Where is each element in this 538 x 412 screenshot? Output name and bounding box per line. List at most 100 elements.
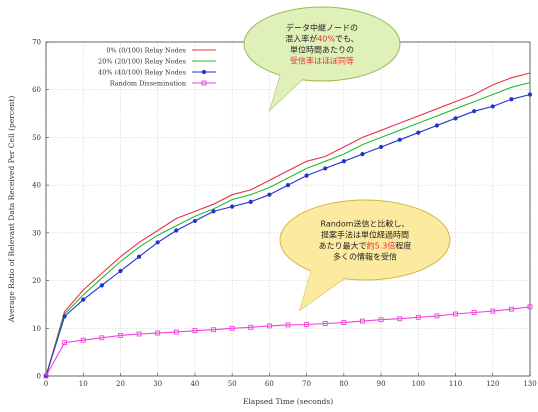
data-point: [508, 306, 514, 312]
data-point: [211, 209, 216, 214]
data-point: [527, 304, 533, 310]
data-point: [397, 137, 402, 142]
annotation-line: データ中継ノードの: [286, 23, 358, 33]
data-point: [285, 183, 291, 188]
series-3: [43, 92, 533, 379]
y-tick-label: 40: [32, 182, 41, 190]
data-point: [360, 318, 365, 324]
bubble-tail-fill: [270, 70, 305, 110]
x-tick-label: 130: [523, 380, 536, 388]
annotation-bubble-2: Random送信と比較し、提案手法は単位経過時間あたり最大で約5.3倍程度多くの…: [279, 199, 451, 312]
series-line: [45, 306, 531, 377]
annotation-line: 受信率はほぼ同等: [290, 56, 354, 66]
data-point: [99, 283, 104, 288]
bubble-body: [279, 199, 451, 281]
data-point: [192, 218, 198, 224]
data-point: [472, 109, 477, 114]
legend-swatch-marker: [201, 80, 207, 86]
data-point: [285, 322, 291, 328]
x-tick-label: 80: [339, 380, 348, 388]
bubble-tail-fill: [300, 268, 345, 310]
data-point: [490, 104, 495, 109]
annotation-segment: 提案手法は単位経過時間: [321, 230, 409, 240]
data-point: [155, 240, 160, 245]
data-point: [248, 199, 253, 204]
legend-swatch-marker: [201, 69, 207, 75]
annotation-segment: 40%: [317, 35, 335, 44]
data-point: [323, 166, 328, 171]
data-point: [229, 325, 235, 331]
x-tick-label: 20: [116, 380, 125, 388]
series-4: [43, 304, 533, 379]
data-point: [360, 152, 365, 157]
annotation-segment: 多くの情報を受信: [333, 252, 397, 262]
annotation-line: 提案手法は単位経過時間: [321, 230, 409, 240]
x-tick-label: 50: [228, 380, 237, 388]
series-line: [45, 72, 531, 377]
data-point: [304, 173, 309, 178]
data-point: [341, 320, 347, 326]
x-tick-label: 30: [153, 380, 162, 388]
annotation-segment: あたり最大で: [319, 241, 367, 251]
data-point: [155, 330, 161, 336]
data-point: [266, 323, 272, 329]
data-point: [230, 204, 235, 209]
annotation-line: あたり最大で約5.3倍程度: [319, 241, 412, 251]
annotation-segment: 約5.3倍: [367, 241, 396, 251]
data-point: [527, 92, 533, 97]
series-2: [45, 82, 531, 377]
y-axis-label: Average Ratio of Relevant Data Received …: [7, 96, 16, 324]
data-point: [211, 327, 216, 333]
data-point: [62, 340, 68, 346]
series-group: [43, 72, 533, 379]
x-tick-label: 100: [412, 380, 425, 388]
series-1: [45, 72, 531, 377]
legend: 0% (0/100) Relay Nodes 20% (20/100) Relay…: [98, 47, 216, 88]
data-point: [416, 130, 421, 135]
annotation-segment: でも、: [335, 35, 359, 44]
data-point: [62, 314, 67, 319]
legend-label: Random Dissemination: [110, 80, 186, 88]
data-point: [173, 329, 179, 335]
data-point: [490, 308, 496, 314]
annotation-segment: Random送信と比較し、: [320, 219, 409, 229]
data-point: [192, 328, 198, 334]
data-point: [378, 144, 384, 150]
data-point: [43, 373, 49, 379]
annotation-segment: 単位時間あたりの: [290, 45, 354, 55]
data-point: [136, 254, 142, 259]
data-point: [341, 159, 346, 164]
data-point: [397, 316, 403, 322]
annotation-segment: 程度: [395, 241, 411, 251]
data-point: [81, 297, 86, 302]
data-point: [434, 313, 440, 319]
data-point: [80, 337, 86, 343]
annotation-line: 単位時間あたりの: [290, 45, 354, 55]
data-point: [136, 331, 142, 337]
data-point: [118, 332, 123, 338]
annotation-segment: 混入率が: [285, 34, 317, 44]
y-tick-label: 10: [32, 325, 41, 333]
data-point: [174, 228, 179, 233]
data-point: [378, 317, 384, 323]
data-point: [471, 310, 477, 315]
annotation-line: 多くの情報を受信: [333, 252, 397, 262]
data-point: [304, 322, 310, 327]
x-tick-label: 10: [79, 380, 88, 388]
x-tick-label: 110: [449, 380, 462, 388]
x-tick-label: 120: [486, 380, 499, 388]
data-point: [118, 268, 123, 274]
annotation-segment: データ中継ノードの: [286, 23, 358, 33]
legend-label: 40% (40/100) Relay Nodes: [98, 69, 186, 77]
data-point: [248, 324, 254, 330]
legend-label: 20% (20/100) Relay Nodes: [98, 58, 186, 66]
data-point: [99, 335, 105, 341]
data-point: [267, 192, 272, 197]
y-tick-label: 60: [32, 86, 41, 94]
x-tick-label: 0: [44, 380, 48, 388]
series-line: [45, 82, 531, 377]
annotation-line: 混入率が40%でも、: [285, 34, 359, 44]
data-point: [434, 123, 440, 128]
